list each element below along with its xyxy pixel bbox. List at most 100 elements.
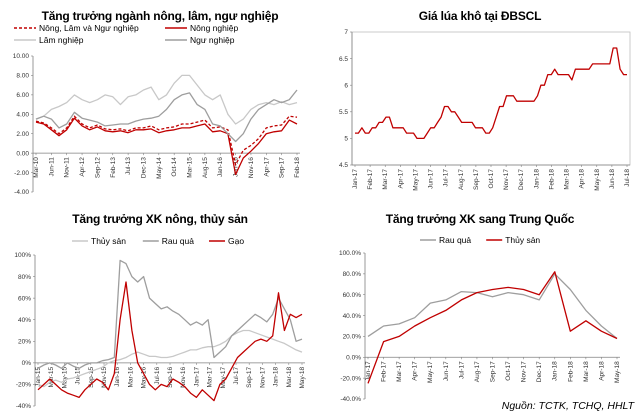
export-legend-label: Thủy sản <box>91 236 126 246</box>
export-legend-label: Gạo <box>228 236 244 246</box>
export-x-tick-label: Jul-17 <box>233 366 240 384</box>
agri-y-tick-label: 6.00 <box>16 92 29 99</box>
china-x-tick-label: Dec-17 <box>536 361 543 382</box>
china-series-line-0 <box>367 273 618 340</box>
export-x-tick-label: May-18 <box>299 366 306 388</box>
agri-x-tick-label: Sep-12 <box>94 157 101 178</box>
export-x-tick-label: Sep-16 <box>167 366 174 387</box>
export-chart: 100% 80% 60% 40% 20% 0% -20% -40% Jan-15 Mar-15 Ma… <box>14 236 306 410</box>
agri-y-tick-label: 4.00 <box>16 111 29 118</box>
rice-x-tick-label: Jan-17 <box>352 169 359 189</box>
china-x-tick-label: Mar-17 <box>396 361 403 382</box>
source-note: Nguồn: TCTK, TCHQ, HHLT <box>501 400 634 412</box>
rice-y-tick-label: 4.5 <box>339 162 348 169</box>
china-y-tick-label: 60.0% <box>343 292 362 299</box>
agri-legend-label: Lâm nghiệp <box>39 35 84 45</box>
china-chart-title: Tăng trưởng XK sang Trung Quốc <box>385 212 575 226</box>
agri-x-tick-label: Nov-16 <box>248 157 255 178</box>
agri-x-tick-label: Feb-13 <box>110 157 117 178</box>
agri-x-tick-label: Apr-12 <box>79 157 86 177</box>
export-y-tick-label: 60% <box>18 295 31 302</box>
export-chart-title: Tăng trưởng XK nông, thủy sản <box>72 212 248 226</box>
export-x-tick-label: Mar-16 <box>127 366 134 387</box>
agri-x-tick-label: Sep-17 <box>279 157 286 178</box>
export-x-tick-label: Nov-16 <box>180 366 187 387</box>
export-x-tick-label: May-16 <box>141 366 148 388</box>
export-y-tick-label: -20% <box>16 382 31 389</box>
rice-plot-border <box>351 31 631 166</box>
agri-y-tick-label: 0.00 <box>16 150 29 157</box>
export-x-tick-label: Nov-15 <box>101 366 108 387</box>
rice-x-tick-label: Jun-18 <box>609 169 616 189</box>
rice-chart: 7 6.5 6 5.5 5 4.5 Jan-17 Feb-17 Mar-17 Apr-17 May-… <box>339 29 631 191</box>
rice-y-tick-label: 6.5 <box>339 56 348 63</box>
rice-x-tick-label: Jul-17 <box>443 169 450 187</box>
agri-series-line-1 <box>35 117 298 176</box>
rice-x-tick-label: Jul-18 <box>624 169 631 187</box>
rice-x-tick-label: Mar-18 <box>564 169 571 190</box>
china-x-tick-label: Feb-18 <box>567 361 574 382</box>
export-y-tick-label: 0% <box>22 360 32 367</box>
china-series-line-1 <box>367 271 618 384</box>
agri-x-tick-label: Apr-17 <box>263 157 270 177</box>
rice-y-tick-label: 7 <box>344 29 348 36</box>
export-x-tick-label: May-17 <box>220 366 227 388</box>
agri-y-tick-label: 8.00 <box>16 73 29 80</box>
export-x-tick-label: Jan-16 <box>114 366 121 386</box>
rice-series-line-0 <box>355 47 627 140</box>
china-y-tick-label: 40.0% <box>343 313 362 320</box>
rice-chart-panel: Giá lúa khô tại ĐBSCL 7 6.5 6 5.5 5 4.5 Jan-17… <box>320 0 640 200</box>
china-y-tick-label: -40.0% <box>340 396 361 403</box>
agri-chart: 10.00 8.00 6.00 4.00 2.00 0.00 -2.00 -4.00 Mar-1… <box>13 23 301 196</box>
agri-x-tick-label: Oct-14 <box>171 157 178 177</box>
export-x-tick-label: Jan-15 <box>35 366 42 386</box>
china-y-tick-label: 100.0% <box>339 250 361 257</box>
rice-x-tick-label: May-18 <box>594 169 601 191</box>
rice-y-tick-label: 5 <box>344 136 348 143</box>
china-x-tick-label: Jan-18 <box>552 361 559 381</box>
rice-x-tick-label: Jun-17 <box>428 169 435 189</box>
agri-x-tick-label: May-14 <box>156 157 163 179</box>
china-x-tick-label: Jan-17 <box>365 361 372 381</box>
china-x-tick-label: Sep-17 <box>490 361 497 382</box>
export-x-tick-label: Mar-15 <box>48 366 55 387</box>
agri-x-tick-label: Mar-10 <box>33 157 40 178</box>
agri-chart-panel: Tăng trưởng ngành nông, lâm, ngư nghiệp … <box>0 0 320 200</box>
rice-x-tick-label: Sep-17 <box>473 169 480 190</box>
china-x-tick-label: May-18 <box>614 361 621 383</box>
china-x-tick-label: Aug-17 <box>474 361 481 382</box>
china-chart-panel: Tăng trưởng XK sang Trung Quốc 100.0% 80.… <box>320 200 640 414</box>
export-x-tick-label: May-15 <box>61 366 68 388</box>
agri-x-tick-label: Nov-11 <box>64 157 71 178</box>
agri-x-tick-label: Jun-11 <box>48 157 55 177</box>
rice-x-tick-label: Apr-18 <box>579 169 586 189</box>
rice-x-tick-label: Apr-17 <box>397 169 404 189</box>
china-x-tick-label: Mar-18 <box>583 361 590 382</box>
export-x-tick-label: Jan-17 <box>193 366 200 386</box>
china-legend-label: Thủy sản <box>505 235 540 245</box>
rice-x-tick-label: Mar-17 <box>382 169 389 190</box>
rice-y-tick-label: 5.5 <box>339 109 348 116</box>
china-y-tick-label: 20.0% <box>343 334 362 341</box>
export-y-tick-label: 20% <box>18 338 31 345</box>
china-y-tick-label: 80.0% <box>343 271 362 278</box>
agri-x-tick-label: Mar-15 <box>187 157 194 178</box>
export-y-tick-label: 80% <box>18 274 31 281</box>
export-x-tick-label: Mar-17 <box>207 366 214 387</box>
rice-x-tick-label: Feb-17 <box>367 169 374 190</box>
export-y-tick-label: -40% <box>16 403 31 410</box>
agri-x-tick-label: Feb-18 <box>294 157 301 178</box>
agri-series-line-0 <box>35 115 298 166</box>
agri-legend-label: Nông nghiệp <box>190 23 238 33</box>
agri-x-tick-label: Jun-16 <box>233 157 240 177</box>
agri-y-tick-label: 2.00 <box>16 131 29 138</box>
export-x-tick-label: Sep-17 <box>246 366 253 387</box>
export-y-tick-label: 100% <box>14 252 31 259</box>
export-x-tick-label: Nov-17 <box>259 366 266 387</box>
china-y-tick-label: -20.0% <box>340 375 361 382</box>
export-x-tick-label: Mar-18 <box>286 366 293 387</box>
china-chart: 100.0% 80.0% 60.0% 40.0% 20.0% 0.0% -20.0% -40.… <box>339 235 621 403</box>
agri-x-tick-label: Dec-13 <box>140 157 147 178</box>
export-x-tick-label: Jul-16 <box>154 366 161 384</box>
rice-x-tick-label: Nov-17 <box>503 169 510 190</box>
